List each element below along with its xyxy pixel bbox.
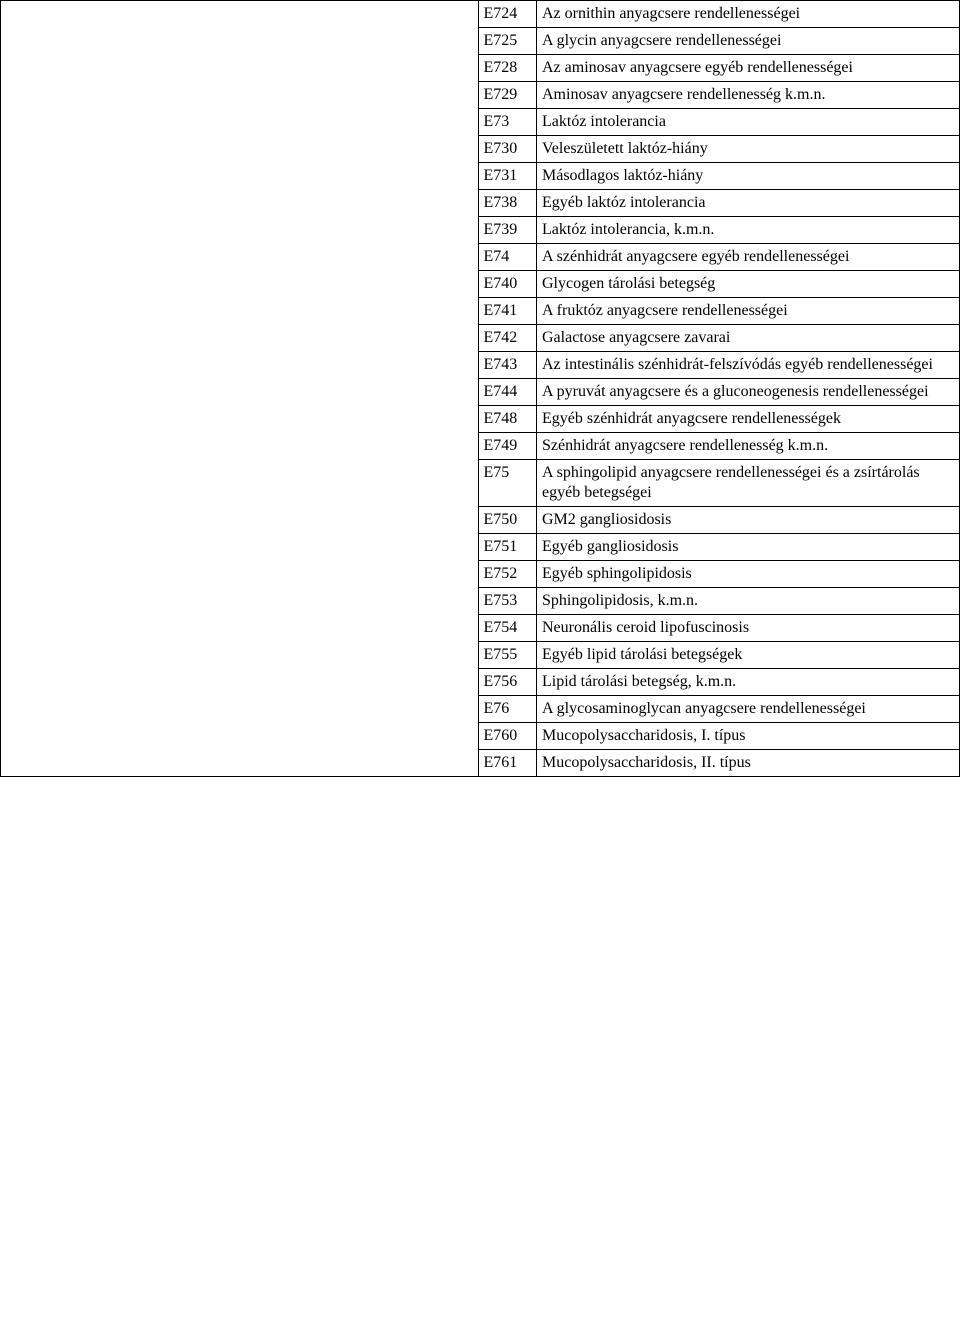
table-cell-code: E753 [479, 588, 537, 615]
table-outer-border: E724Az ornithin anyagcsere rendellenessé… [0, 0, 960, 777]
table-row: E724Az ornithin anyagcsere rendellenessé… [479, 1, 960, 28]
table-row: E739Laktóz intolerancia, k.m.n. [479, 217, 960, 244]
table-row: E742Galactose anyagcsere zavarai [479, 325, 960, 352]
table-cell-code: E725 [479, 28, 537, 55]
table-cell-desc: Az intestinális szénhidrát-felszívódás e… [537, 352, 960, 379]
table-row: E738Egyéb laktóz intolerancia [479, 190, 960, 217]
table-row: E743Az intestinális szénhidrát-felszívód… [479, 352, 960, 379]
table-cell-code: E751 [479, 534, 537, 561]
table-cell-desc: Egyéb szénhidrát anyagcsere rendelleness… [537, 406, 960, 433]
table-cell-code: E76 [479, 696, 537, 723]
table-cell-code: E752 [479, 561, 537, 588]
table-cell-code: E756 [479, 669, 537, 696]
table-cell-code: E761 [479, 750, 537, 777]
table-cell-code: E743 [479, 352, 537, 379]
table-cell-code: E749 [479, 433, 537, 460]
table-row: E74A szénhidrát anyagcsere egyéb rendell… [479, 244, 960, 271]
table-cell-code: E748 [479, 406, 537, 433]
table-row: E760Mucopolysaccharidosis, I. típus [479, 723, 960, 750]
table-row: E731Másodlagos laktóz-hiány [479, 163, 960, 190]
table-row: E756Lipid tárolási betegség, k.m.n. [479, 669, 960, 696]
table-cell-desc: Másodlagos laktóz-hiány [537, 163, 960, 190]
table-cell-desc: Veleszületett laktóz-hiány [537, 136, 960, 163]
table-row: E750GM2 gangliosidosis [479, 507, 960, 534]
table-cell-desc: Egyéb sphingolipidosis [537, 561, 960, 588]
table-cell-desc: A fruktóz anyagcsere rendellenességei [537, 298, 960, 325]
table-cell-code: E740 [479, 271, 537, 298]
table-cell-desc: Szénhidrát anyagcsere rendellenesség k.m… [537, 433, 960, 460]
table-row: E748Egyéb szénhidrát anyagcsere rendelle… [479, 406, 960, 433]
table-row: E728Az aminosav anyagcsere egyéb rendell… [479, 55, 960, 82]
table-cell-code: E760 [479, 723, 537, 750]
table-cell-desc: Mucopolysaccharidosis, I. típus [537, 723, 960, 750]
table-cell-desc: A glycin anyagcsere rendellenességei [537, 28, 960, 55]
two-column-layout: E724Az ornithin anyagcsere rendellenessé… [1, 1, 960, 776]
table-cell-code: E74 [479, 244, 537, 271]
table-row: E755Egyéb lipid tárolási betegségek [479, 642, 960, 669]
table-cell-code: E75 [479, 460, 537, 507]
table-cell-code: E754 [479, 615, 537, 642]
table-cell-code: E739 [479, 217, 537, 244]
table-cell-desc: Lipid tárolási betegség, k.m.n. [537, 669, 960, 696]
codes-table-body: E724Az ornithin anyagcsere rendellenessé… [479, 1, 960, 776]
table-cell-code: E744 [479, 379, 537, 406]
table-cell-desc: Az ornithin anyagcsere rendellenességei [537, 1, 960, 28]
table-row: E754Neuronális ceroid lipofuscinosis [479, 615, 960, 642]
table-cell-desc: Glycogen tárolási betegség [537, 271, 960, 298]
table-cell-code: E724 [479, 1, 537, 28]
table-cell-desc: Aminosav anyagcsere rendellenesség k.m.n… [537, 82, 960, 109]
table-cell-code: E73 [479, 109, 537, 136]
table-cell-desc: Laktóz intolerancia, k.m.n. [537, 217, 960, 244]
table-cell-code: E741 [479, 298, 537, 325]
table-row: E725A glycin anyagcsere rendellenességei [479, 28, 960, 55]
table-row: E744A pyruvát anyagcsere és a gluconeoge… [479, 379, 960, 406]
document-page: E724Az ornithin anyagcsere rendellenessé… [0, 0, 960, 1326]
table-row: E740Glycogen tárolási betegség [479, 271, 960, 298]
codes-table: E724Az ornithin anyagcsere rendellenessé… [479, 1, 960, 776]
table-cell-code: E742 [479, 325, 537, 352]
table-cell-code: E731 [479, 163, 537, 190]
table-cell-desc: Az aminosav anyagcsere egyéb rendellenes… [537, 55, 960, 82]
table-row: E753Sphingolipidosis, k.m.n. [479, 588, 960, 615]
table-cell-code: E728 [479, 55, 537, 82]
table-cell-code: E755 [479, 642, 537, 669]
table-cell-desc: Sphingolipidosis, k.m.n. [537, 588, 960, 615]
table-row: E76A glycosaminoglycan anyagcsere rendel… [479, 696, 960, 723]
table-row: E749Szénhidrát anyagcsere rendellenesség… [479, 433, 960, 460]
table-cell-desc: Egyéb lipid tárolási betegségek [537, 642, 960, 669]
table-cell-desc: Galactose anyagcsere zavarai [537, 325, 960, 352]
table-row: E751Egyéb gangliosidosis [479, 534, 960, 561]
table-row: E73Laktóz intolerancia [479, 109, 960, 136]
table-cell-code: E729 [479, 82, 537, 109]
table-row: E741A fruktóz anyagcsere rendellenessége… [479, 298, 960, 325]
table-cell-desc: Neuronális ceroid lipofuscinosis [537, 615, 960, 642]
table-cell-desc: A sphingolipid anyagcsere rendellenesség… [537, 460, 960, 507]
table-row: E730Veleszületett laktóz-hiány [479, 136, 960, 163]
table-cell-code: E750 [479, 507, 537, 534]
table-row: E75A sphingolipid anyagcsere rendellenes… [479, 460, 960, 507]
table-cell-desc: Mucopolysaccharidosis, II. típus [537, 750, 960, 777]
table-row: E729Aminosav anyagcsere rendellenesség k… [479, 82, 960, 109]
right-table-column: E724Az ornithin anyagcsere rendellenessé… [479, 1, 960, 776]
table-cell-code: E738 [479, 190, 537, 217]
left-blank-column [1, 1, 479, 776]
table-row: E761Mucopolysaccharidosis, II. típus [479, 750, 960, 777]
table-cell-desc: GM2 gangliosidosis [537, 507, 960, 534]
table-cell-desc: Egyéb laktóz intolerancia [537, 190, 960, 217]
table-cell-desc: Egyéb gangliosidosis [537, 534, 960, 561]
table-row: E752Egyéb sphingolipidosis [479, 561, 960, 588]
table-cell-desc: A pyruvát anyagcsere és a gluconeogenesi… [537, 379, 960, 406]
table-cell-code: E730 [479, 136, 537, 163]
table-cell-desc: A glycosaminoglycan anyagcsere rendellen… [537, 696, 960, 723]
table-cell-desc: A szénhidrát anyagcsere egyéb rendellene… [537, 244, 960, 271]
table-cell-desc: Laktóz intolerancia [537, 109, 960, 136]
